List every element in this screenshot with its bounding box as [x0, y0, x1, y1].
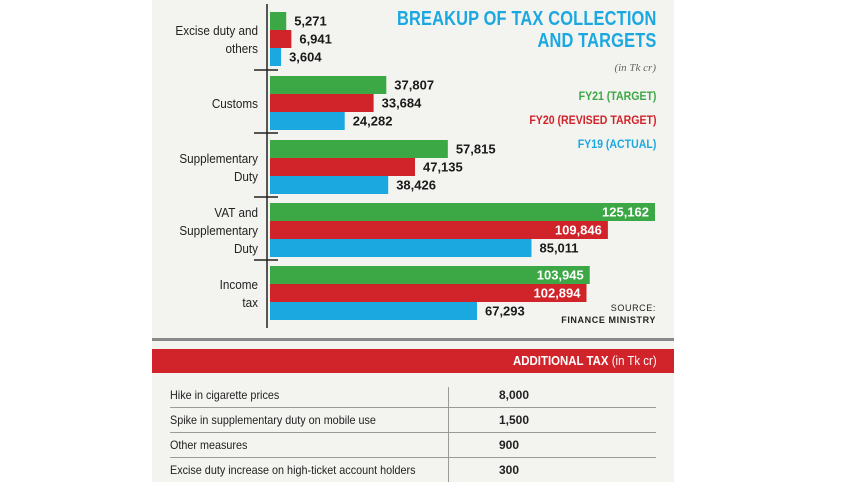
category-label-supplementary-duty-2: Duty [234, 169, 259, 184]
table-row: Spike in supplementary duty on mobile us… [170, 408, 656, 433]
data-label-fy20-revised-target-2: 47,135 [423, 160, 463, 175]
row-value: 1,500 [499, 413, 530, 427]
bar-fy20-revised-target-4 [270, 284, 587, 302]
category-label-income-tax-1: Income [220, 277, 258, 292]
data-label-fy20-revised-target-0: 6,941 [299, 32, 332, 47]
category-label-vat-and-supplementary-duty-1: VAT and [214, 205, 258, 220]
bar-fy21-target-4 [270, 266, 590, 284]
legend-fy21: FY21 (TARGET) [578, 89, 656, 103]
category-label-vat-and-supplementary-duty-2: Supplementary [179, 223, 258, 238]
data-label-fy19-actual-2: 38,426 [396, 178, 436, 193]
legend-fy19: FY19 (ACTUAL) [577, 137, 656, 151]
row-label: Other measures [170, 438, 248, 452]
data-label-fy20-revised-target-1: 33,684 [382, 96, 423, 111]
section-divider [152, 338, 674, 341]
bar-fy19-actual-3 [270, 239, 532, 257]
legend-fy20: FY20 (REVISED TARGET) [528, 113, 656, 127]
data-label-fy19-actual-0: 3,604 [289, 50, 322, 65]
bar-fy20-revised-target-1 [270, 94, 374, 112]
data-label-fy21-target-1: 37,807 [394, 78, 434, 93]
bar-fy19-actual-1 [270, 112, 345, 130]
chart-title-line-1: BREAKUP OF TAX COLLECTION [396, 8, 656, 30]
table-row: Other measures 900 [170, 433, 656, 458]
chart-title-line-2: AND TARGETS [536, 30, 656, 52]
bar-fy20-revised-target-0 [270, 30, 292, 48]
additional-tax-title: ADDITIONAL TAX [512, 353, 609, 368]
bar-fy19-actual-2 [270, 176, 389, 194]
data-label-fy19-actual-1: 24,282 [353, 114, 393, 129]
bar-fy20-revised-target-2 [270, 158, 415, 176]
additional-tax-banner: ADDITIONAL TAX (in Tk cr) [152, 349, 674, 373]
category-label-customs-1: Customs [212, 96, 258, 111]
category-label-excise-duty-and-others-2: others [225, 41, 258, 56]
row-value: 8,000 [499, 388, 530, 402]
chart-title: BREAKUP OF TAX COLLECTION AND TARGETS [340, 8, 656, 52]
bar-fy21-target-0 [270, 12, 287, 30]
bar-fy20-revised-target-3 [270, 221, 608, 239]
row-label: Excise duty increase on high-ticket acco… [170, 463, 416, 477]
source-name: FINANCE MINISTRY [561, 315, 656, 325]
row-label: Hike in cigarette prices [170, 388, 280, 402]
data-label-fy19-actual-3: 85,011 [539, 241, 578, 256]
data-label-fy19-actual-4: 67,293 [485, 304, 525, 319]
data-label-fy20-revised-target-3: 109,846 [555, 223, 602, 238]
unit-note: (in Tk cr) [614, 62, 656, 74]
bar-fy21-target-3 [270, 203, 655, 221]
table-row: Excise duty increase on high-ticket acco… [170, 458, 656, 482]
bar-fy19-actual-0 [270, 48, 282, 66]
data-label-fy21-target-3: 125,162 [602, 205, 649, 220]
source-note: SOURCE: FINANCE MINISTRY [561, 302, 656, 326]
additional-tax-unit: (in Tk cr) [608, 353, 657, 368]
data-label-fy20-revised-target-4: 102,894 [534, 286, 582, 301]
table-row: Hike in cigarette prices 8,000 [170, 383, 656, 408]
source-label: SOURCE: [610, 303, 656, 313]
category-label-supplementary-duty-1: Supplementary [179, 151, 258, 166]
bar-fy19-actual-4 [270, 302, 477, 320]
row-value: 900 [499, 438, 520, 452]
table-column-separator [448, 387, 449, 482]
data-label-fy21-target-2: 57,815 [456, 142, 496, 157]
bar-chart: Excise duty and others 5,271 6,941 3,604 Cust… [175, 4, 655, 328]
category-label-excise-duty-and-others-1: Excise duty and [175, 23, 258, 38]
bar-fy21-target-2 [270, 140, 448, 158]
category-label-income-tax-2: tax [242, 295, 258, 310]
infographic-panel: Excise duty and others 5,271 6,941 3,604 Cust… [152, 0, 674, 482]
bar-fy21-target-1 [270, 76, 387, 94]
data-label-fy21-target-0: 5,271 [294, 14, 327, 29]
row-value: 300 [499, 463, 520, 477]
category-label-vat-and-supplementary-duty-3: Duty [234, 241, 259, 256]
data-label-fy21-target-4: 103,945 [537, 268, 584, 283]
additional-tax-table: Hike in cigarette prices 8,000 Spike in … [170, 383, 656, 482]
row-label: Spike in supplementary duty on mobile us… [170, 413, 376, 427]
